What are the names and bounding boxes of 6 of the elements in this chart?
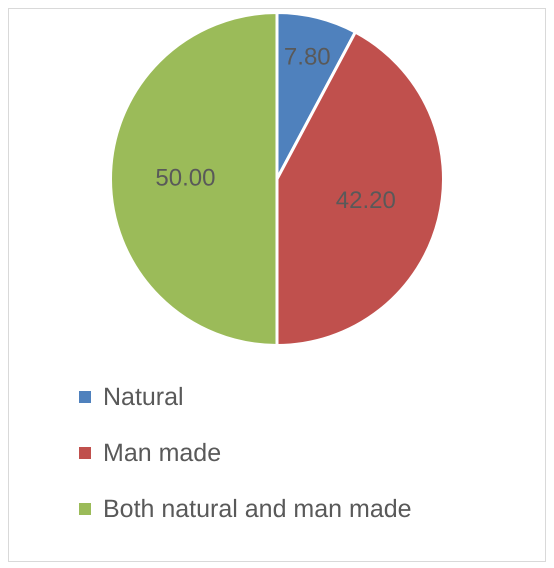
legend-label: Natural: [103, 382, 184, 412]
legend-label: Both natural and man made: [103, 494, 412, 524]
data-label: 42.20: [336, 186, 396, 214]
data-label: 50.00: [155, 164, 216, 192]
data-label: 7.80: [284, 43, 331, 70]
legend-label: Man made: [103, 438, 222, 468]
